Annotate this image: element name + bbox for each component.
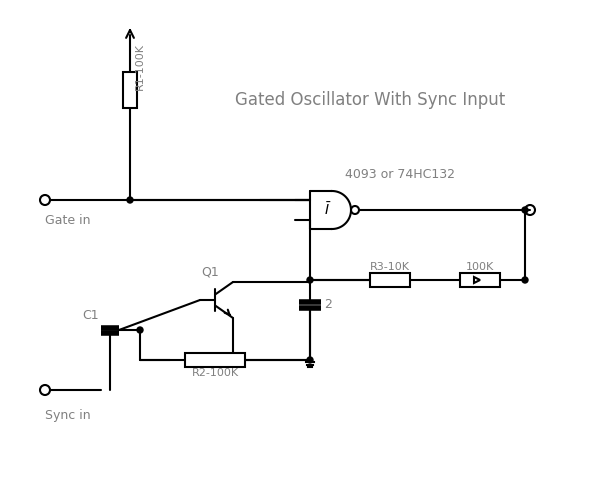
Circle shape [522,277,528,283]
Circle shape [522,207,528,213]
Circle shape [127,197,133,203]
Text: R1-100K: R1-100K [135,43,145,90]
Text: 2: 2 [324,299,332,312]
Text: C1: C1 [82,309,99,322]
Text: Gate in: Gate in [45,214,91,227]
Bar [185,353,245,367]
Bar [460,273,500,287]
Text: Ī: Ī [325,203,329,217]
Text: R2-100K: R2-100K [191,368,239,378]
Bar [123,72,137,108]
Circle shape [137,327,143,333]
Circle shape [307,357,313,363]
Text: 4093 or 74HC132: 4093 or 74HC132 [345,168,455,181]
Text: Q1: Q1 [201,265,219,278]
Text: Sync in: Sync in [45,408,91,421]
Text: 100K: 100K [466,262,494,272]
Circle shape [307,277,313,283]
Bar [370,273,410,287]
Text: R3-10K: R3-10K [370,262,410,272]
Polygon shape [474,277,480,283]
Text: Gated Oscillator With Sync Input: Gated Oscillator With Sync Input [235,91,505,109]
